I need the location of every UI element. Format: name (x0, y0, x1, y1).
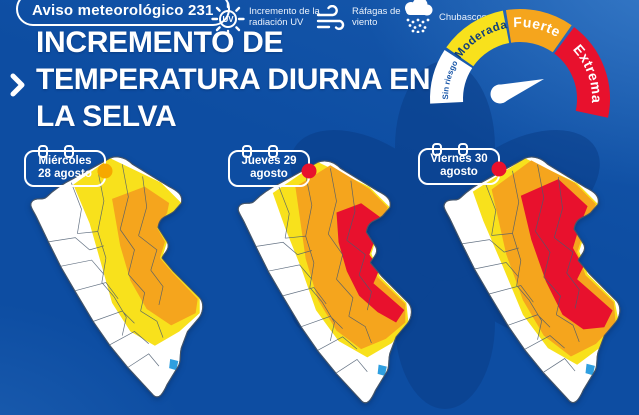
date-line-1: Miércoles (38, 155, 92, 167)
date-line-2: agosto (440, 166, 478, 178)
date-label-wednesday: Miércoles 28 agosto (24, 145, 113, 187)
hazard-label-wind: Ráfagas de viento (352, 6, 401, 28)
lake-titicaca (585, 363, 595, 376)
wind-gusts-icon (316, 5, 345, 31)
date-line-2: agosto (250, 168, 288, 180)
lake-titicaca (169, 358, 179, 371)
severity-dot-icon (491, 161, 507, 177)
peru-map-wednesday (30, 156, 204, 398)
rain-showers-icon (405, 0, 433, 33)
calendar-ring-icon (242, 145, 252, 158)
calendar-ring-icon (38, 145, 48, 158)
title-line-1: INCREMENTO DE (36, 26, 284, 59)
gauge-segment-fuerte (505, 9, 572, 53)
page-title: INCREMENTO DE TEMPERATURA DIURNA EN LA S… (36, 24, 466, 135)
advisory-badge: Aviso meteorológico 231 (16, 0, 230, 26)
lake-titicaca (377, 364, 387, 376)
calendar-ring-icon (458, 143, 468, 156)
uv-radiation-icon: UV (211, 2, 245, 36)
severity-dot-icon (97, 163, 113, 179)
severity-dot-icon (301, 163, 317, 179)
chevron-right-icon (10, 73, 25, 97)
zone-extrema (520, 179, 613, 330)
calendar-ring-icon (432, 143, 442, 156)
hazard-label-uv: Incremento de la radiación UV (249, 6, 320, 28)
calendar-ring-icon (268, 145, 278, 158)
date-label-thursday: Jueves 29 agosto (228, 145, 317, 187)
title-line-3: LA SELVA (36, 100, 177, 133)
peru-map-friday (443, 156, 621, 404)
title-line-2: TEMPERATURA DIURNA EN (36, 63, 431, 96)
date-label-friday: Viernes 30 agosto (418, 143, 507, 185)
calendar-ring-icon (64, 145, 74, 158)
date-line-1: Viernes 30 (430, 153, 488, 165)
svg-text:UV: UV (222, 15, 234, 24)
danger-level-gauge: Sin riesgo Moderada Fuerte Extrema (430, 9, 610, 118)
gauge-segment-extrema (553, 27, 610, 118)
gauge-segment-sin-riesgo (430, 50, 473, 104)
gauge-needle (490, 79, 544, 104)
peru-map-thursday (237, 160, 412, 404)
date-line-2: 28 agosto (38, 168, 92, 180)
gauge-segment-moderada (446, 10, 510, 67)
date-line-1: Jueves 29 (241, 155, 297, 167)
hazard-label-showers: Chubascos (439, 12, 487, 23)
